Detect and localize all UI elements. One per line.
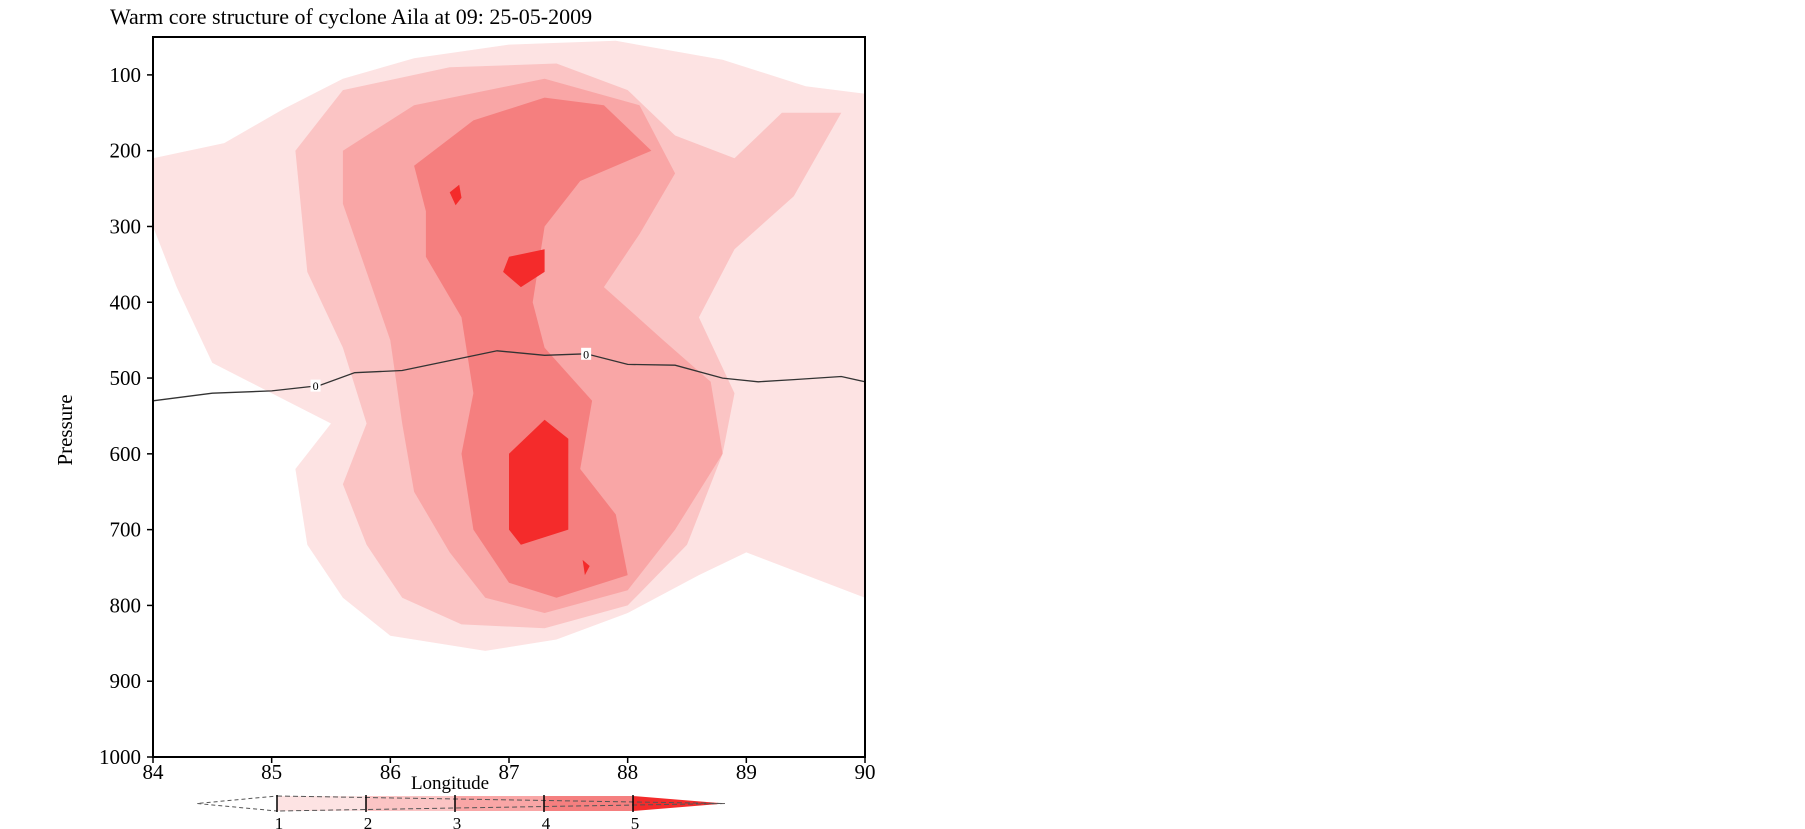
y-tick-label: 1000	[99, 745, 141, 769]
y-tick-label: 800	[110, 593, 142, 617]
zero-contour-line	[152, 350, 866, 402]
contour-label-bg	[310, 379, 321, 392]
y-tick-label: 300	[110, 214, 142, 238]
chart-title: Warm core structure of cyclone Aila at 0…	[110, 4, 592, 29]
filled-region-level-4	[414, 97, 652, 598]
y-axis-label: Pressure	[53, 394, 77, 465]
filled-region-level-5	[582, 559, 590, 576]
filled-region-level-5	[509, 419, 569, 545]
contour-label-bg	[581, 347, 592, 360]
x-tick-label: 89	[736, 760, 757, 784]
y-tick-label: 200	[110, 139, 142, 163]
zero-contour-layer: 00	[152, 347, 866, 402]
colorbar-swatch	[366, 796, 455, 811]
x-tick-label: 90	[855, 760, 876, 784]
colorbar-swatch	[455, 796, 544, 811]
x-axis-ticks: 84 85 86 87 88 89 90	[143, 757, 876, 784]
colorbar: 1 2 3 4 5	[196, 795, 726, 829]
colorbar-tick-label: 5	[631, 814, 640, 829]
y-tick-label: 100	[110, 63, 142, 87]
x-tick-label: 87	[499, 760, 520, 784]
y-tick-label: 400	[110, 290, 142, 314]
x-axis-label: Longitude	[411, 773, 489, 794]
contour-label: 0	[583, 347, 589, 361]
x-tick-label: 84	[143, 760, 165, 784]
colorbar-low-arrow	[196, 795, 278, 812]
colorbar-outline	[276, 795, 726, 812]
colorbar-swatch	[277, 796, 366, 811]
y-tick-label: 700	[110, 518, 142, 542]
filled-region-level-5	[503, 249, 545, 288]
y-tick-label: 600	[110, 442, 142, 466]
colorbar-swatch	[544, 796, 633, 811]
filled-region-level-5	[449, 184, 462, 206]
x-tick-label: 85	[261, 760, 282, 784]
plot-area	[153, 40, 865, 651]
colorbar-tick-label: 1	[275, 814, 284, 829]
colorbar-tick-label: 2	[364, 814, 373, 829]
colorbar-tick-label: 3	[453, 814, 462, 829]
colorbar-high-arrow	[633, 796, 725, 811]
colorbar-tick-label: 4	[542, 814, 551, 829]
x-tick-label: 88	[617, 760, 638, 784]
y-tick-label: 500	[110, 366, 142, 390]
y-tick-label: 900	[110, 669, 142, 693]
y-axis-ticks: 100 200 300 400 500 600 700 800 900 1000	[99, 63, 153, 769]
contour-label: 0	[313, 379, 319, 393]
x-tick-label: 86	[380, 760, 401, 784]
